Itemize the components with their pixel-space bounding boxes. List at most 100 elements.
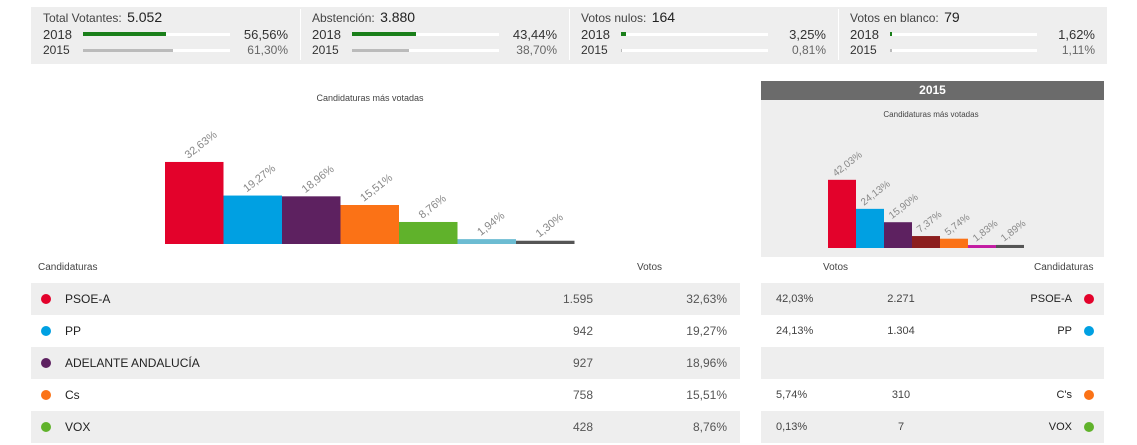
party-name: Cs (65, 388, 80, 402)
party-pct: 15,51% (686, 388, 727, 402)
stat-year-2018: 2018 (312, 26, 341, 42)
party-votes: 1.595 (562, 292, 593, 306)
table-header-candidaturas: Candidaturas (38, 262, 98, 273)
bar-value-label: 18,96% (300, 163, 337, 196)
party-pct: 42,03% (776, 293, 814, 305)
bar (996, 244, 1024, 248)
party-name: PSOE-A (65, 292, 111, 306)
bar-value-label: 24,13% (859, 179, 893, 209)
table-row: 42,03% 2.271 PSOE-A (761, 283, 1104, 315)
stat-year-2018: 2018 (43, 26, 72, 42)
party-color-dot (41, 358, 51, 368)
results-table-2015: 42,03% 2.271 PSOE-A 24,13% 1.304 PP 5,74% 310… (761, 283, 1104, 443)
party-color-dot (41, 390, 51, 400)
bar (856, 208, 884, 248)
party-color-dot (41, 326, 51, 336)
party-votes: 927 (572, 356, 593, 370)
party-votes: 758 (572, 388, 593, 402)
bar-value-label: 15,51% (358, 172, 395, 205)
party-votes: 2.271 (887, 293, 915, 305)
bar (912, 236, 940, 248)
table-row: VOX 428 8,76% (31, 411, 740, 443)
table-header-votos-2015: Votos (823, 262, 849, 273)
stat-label: Total Votantes: (43, 11, 122, 25)
party-name: PSOE-A (1030, 293, 1072, 305)
bar (828, 179, 856, 248)
table-header-candidaturas-2015: Candidaturas (1034, 262, 1094, 273)
table-row-empty (761, 347, 1104, 379)
party-color-dot (41, 422, 51, 432)
party-color-dot (1084, 294, 1094, 304)
bar (457, 239, 516, 244)
bar (968, 245, 996, 248)
bar (223, 195, 282, 244)
bar-value-label: 32,63% (183, 129, 220, 162)
stat-bar-2018 (352, 31, 416, 36)
stat-pct-2015: 1,11% (1061, 43, 1095, 57)
stat-label: Votos nulos: (581, 11, 647, 25)
party-color-dot (41, 294, 51, 304)
table-row: 5,74% 310 C's (761, 379, 1104, 411)
bar-value-label: 15,90% (887, 192, 921, 222)
bar-value-label: 42,03% (831, 150, 865, 179)
table-row: 0,13% 7 VOX (761, 411, 1104, 443)
stat-label: Abstención: (312, 11, 375, 25)
stat-value: 79 (944, 9, 960, 25)
bar (516, 240, 575, 244)
panel-2015-title: 2015 (761, 81, 1104, 100)
chart-title-2018: Candidaturas más votadas (316, 93, 424, 103)
bar-value-label: 1,89% (999, 218, 1028, 244)
bar-value-label: 1,94% (475, 210, 507, 239)
party-pct: 5,74% (776, 389, 808, 401)
party-color-dot (1084, 422, 1094, 432)
stat-votos-en-blanco: Votos en blanco: 79 2018 1,62% 2015 1,11% (838, 7, 1107, 64)
bar-value-label: 1,83% (971, 218, 1000, 244)
stat-year-2018: 2018 (581, 26, 610, 42)
stat-year-2018: 2018 (850, 26, 879, 42)
party-name: VOX (1048, 421, 1072, 433)
party-votes: 428 (572, 420, 593, 434)
bar-value-label: 19,27% (241, 162, 278, 195)
stat-year-2015: 2015 (850, 43, 877, 57)
stat-year-2015: 2015 (43, 43, 70, 57)
stat-bar-2015 (83, 48, 174, 52)
party-pct: 24,13% (776, 325, 814, 337)
bar-value-label: 1,30% (534, 211, 566, 240)
stat-votos-nulos: Votos nulos: 164 2018 3,25% 2015 0,81% (569, 7, 838, 64)
party-name: C's (1056, 389, 1072, 401)
stat-pct-2018: 43,44% (512, 26, 557, 42)
bar (940, 238, 968, 248)
stat-label: Votos en blanco: (850, 11, 939, 25)
table-row: Cs 758 15,51% (31, 379, 740, 411)
stats-bar: Total Votantes: 5.052 2018 56,56% 2015 61,… (31, 7, 1107, 64)
bar (340, 205, 399, 244)
stat-bar-2015 (352, 48, 409, 52)
stat-pct-2015: 38,70% (516, 43, 557, 57)
stat-year-2015: 2015 (312, 43, 339, 57)
party-color-dot (1084, 390, 1094, 400)
stat-pct-2015: 61,30% (247, 43, 288, 57)
stat-pct-2018: 3,25% (789, 26, 826, 42)
party-votes: 1.304 (887, 325, 915, 337)
stat-bar-2018 (83, 31, 167, 36)
bar (884, 222, 912, 248)
party-name: PP (1057, 325, 1072, 337)
party-votes: 942 (572, 324, 593, 338)
party-pct: 18,96% (686, 356, 727, 370)
table-row: PSOE-A 1.595 32,63% (31, 283, 740, 315)
table-header-votos: Votos (637, 262, 663, 273)
stat-year-2015: 2015 (581, 43, 608, 57)
party-pct: 32,63% (686, 292, 727, 306)
chart-title-2015: Candidaturas más votadas (883, 110, 979, 119)
table-row: ADELANTE ANDALUCÍA 927 18,96% (31, 347, 740, 379)
party-name: ADELANTE ANDALUCÍA (65, 356, 200, 370)
bar-value-label: 5,74% (943, 212, 972, 238)
party-votes: 7 (897, 421, 905, 433)
party-pct: 0,13% (776, 421, 808, 433)
results-table-2018: PSOE-A 1.595 32,63% PP 942 19,27% ADELANTE A… (31, 283, 740, 443)
bar (399, 221, 458, 244)
bar-chart-2018: 32,63% 19,27% 18,96% 15,51% 8,76% 1,94% 1,30% (165, 129, 575, 244)
stat-pct-2018: 1,62% (1058, 26, 1095, 42)
stat-pct-2015: 0,81% (791, 43, 826, 57)
table-row: PP 942 19,27% (31, 315, 740, 347)
